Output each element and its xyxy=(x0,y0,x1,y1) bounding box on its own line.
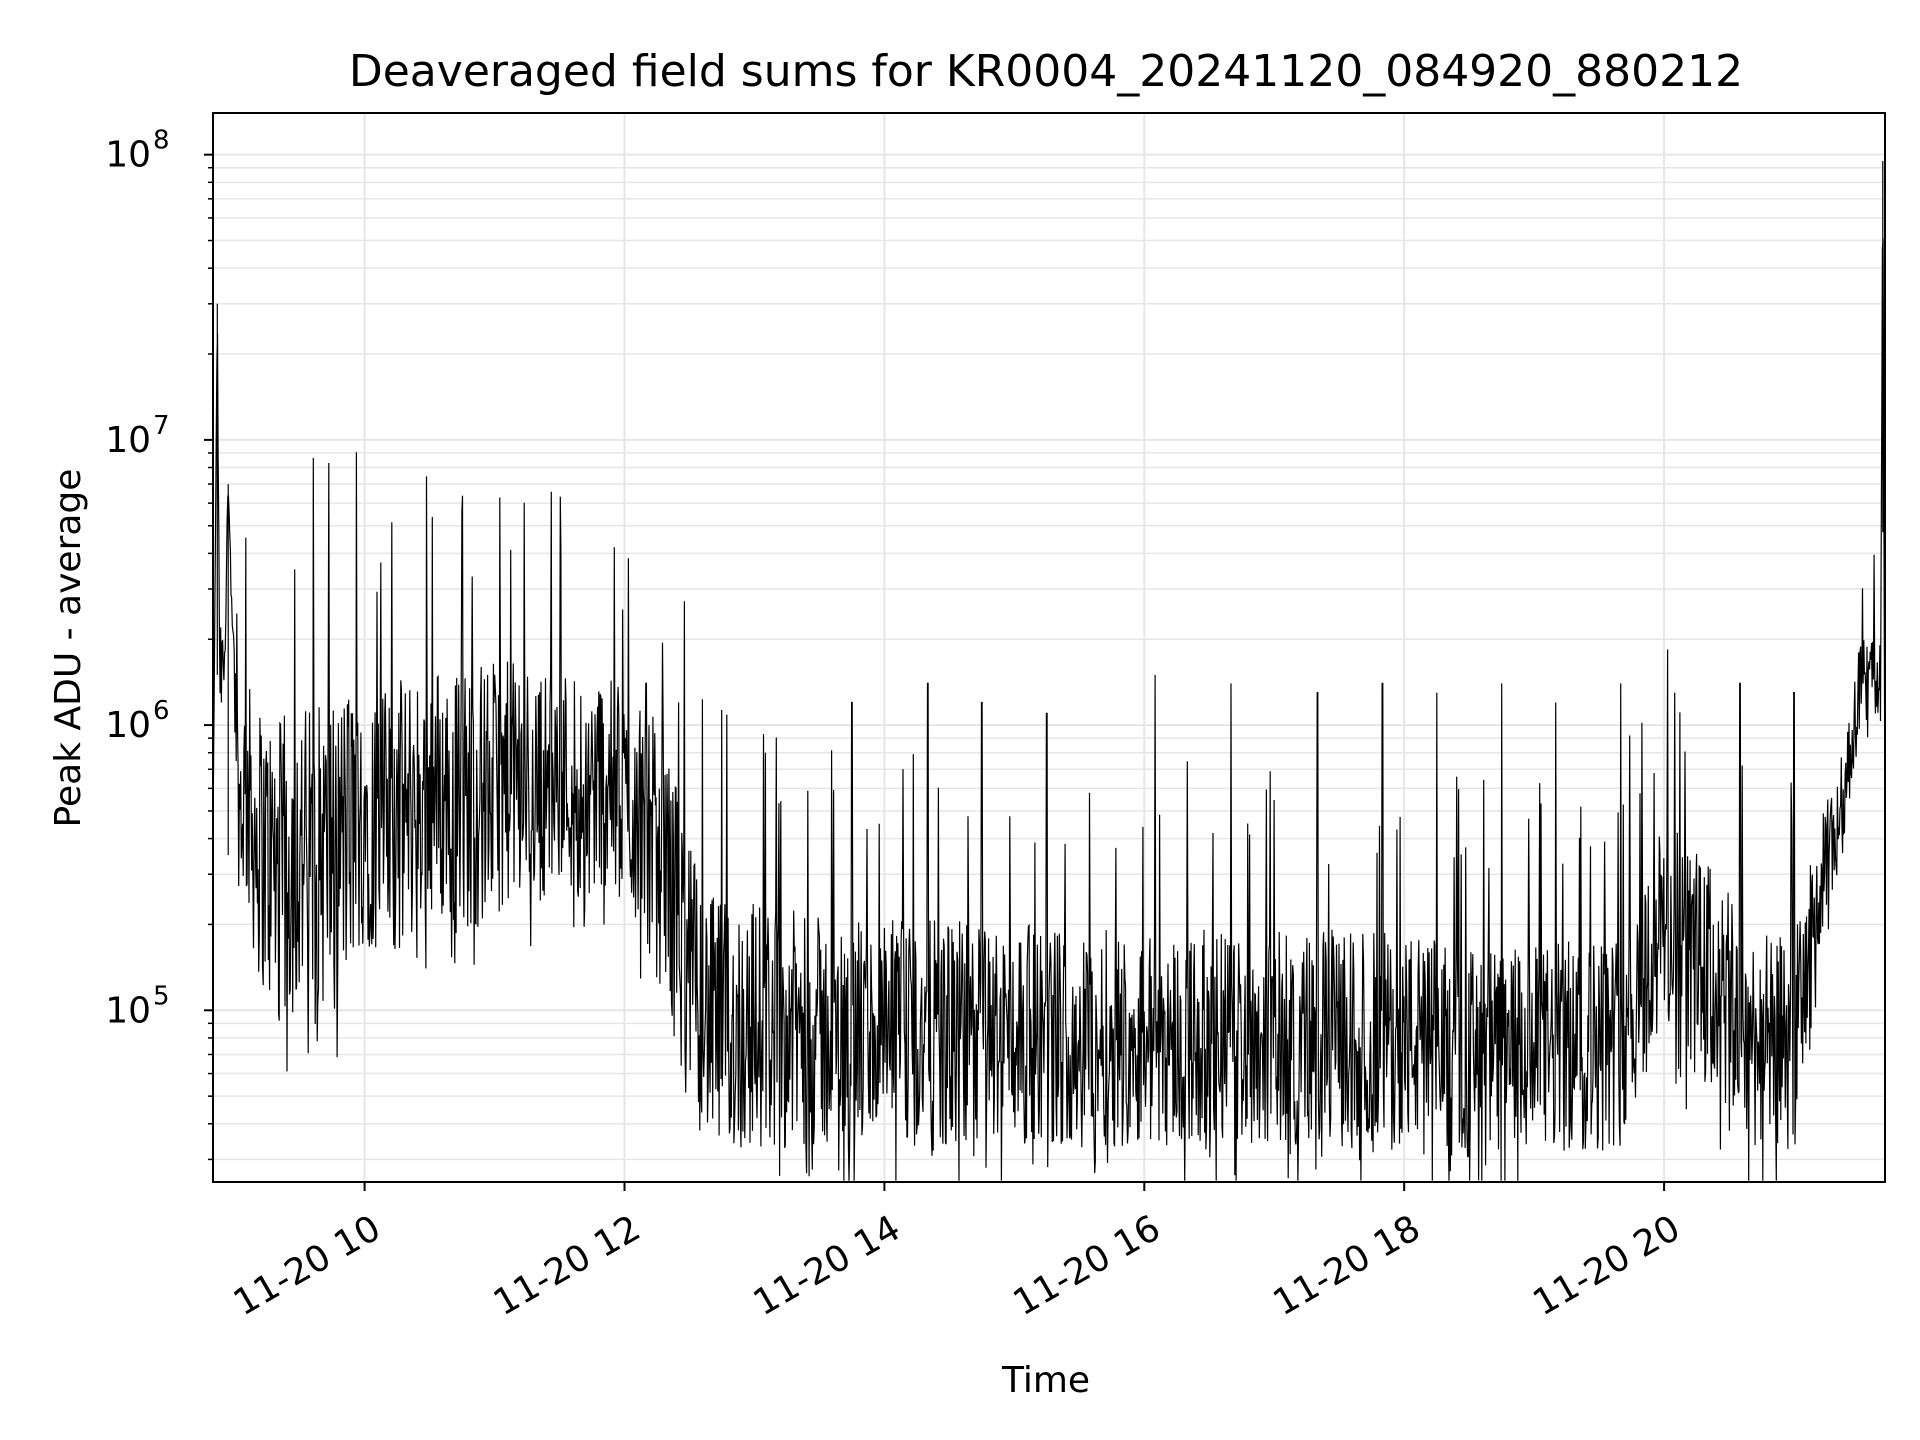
plot-frame xyxy=(212,112,1886,1183)
series-line xyxy=(213,161,1885,1181)
y-axis-label: Peak ADU - average xyxy=(48,469,89,828)
y-tick-exponent: 5 xyxy=(153,981,170,1011)
y-tick-exponent: 8 xyxy=(153,126,170,156)
chart-title: Deaveraged field sums for KR0004_2024112… xyxy=(349,46,1743,97)
y-tick-exponent: 7 xyxy=(153,411,170,441)
y-tick-label: 10 xyxy=(105,705,151,746)
y-tick-label: 10 xyxy=(105,990,151,1031)
x-axis-label: Time xyxy=(1001,1360,1090,1401)
y-tick-label: 10 xyxy=(105,420,151,461)
y-tick-exponent: 6 xyxy=(153,696,170,726)
y-tick-label: 10 xyxy=(105,135,151,176)
plot-area xyxy=(213,161,1885,1181)
